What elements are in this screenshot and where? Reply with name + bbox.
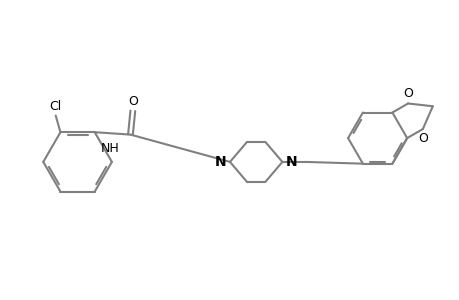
Text: O: O	[417, 132, 427, 146]
Text: Cl: Cl	[50, 100, 62, 113]
Text: N: N	[214, 155, 226, 169]
Text: NH: NH	[101, 142, 119, 155]
Text: N: N	[285, 155, 297, 169]
Text: O: O	[128, 95, 138, 108]
Text: O: O	[402, 87, 412, 100]
